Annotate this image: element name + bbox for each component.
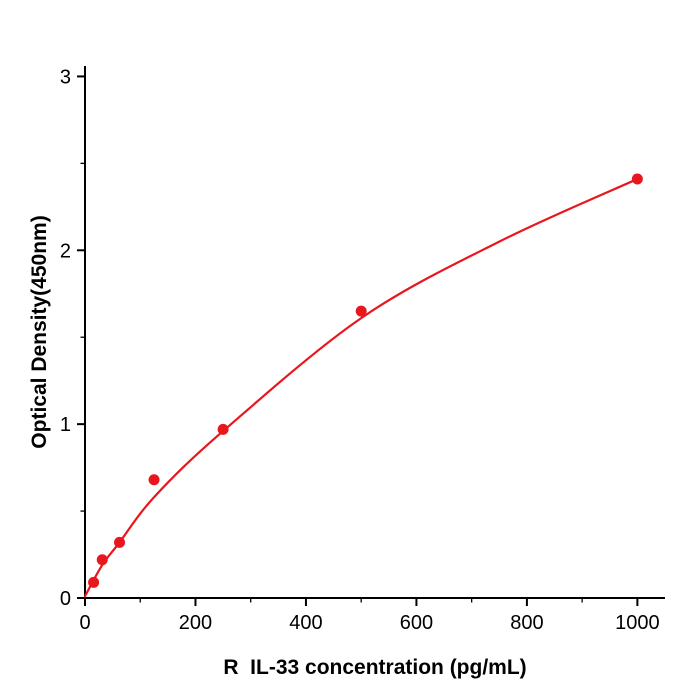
x-tick-label: 400 — [289, 612, 322, 634]
x-tick-label: 600 — [400, 612, 433, 634]
data-point — [148, 474, 160, 486]
fit-curve — [83, 177, 639, 598]
x-axis-title: R IL-33 concentration (pg/mL) — [223, 656, 527, 679]
y-tick-label: 1 — [60, 414, 71, 436]
axes — [84, 66, 665, 599]
x-tick-label: 200 — [179, 612, 212, 634]
data-point — [96, 554, 108, 566]
y-axis-title: Optical Density(450nm) — [28, 215, 51, 449]
y-axis: 0 1 2 3 — [60, 66, 85, 610]
y-tick-label: 2 — [60, 240, 71, 262]
y-tick-label: 0 — [60, 588, 71, 610]
data-point — [355, 305, 367, 317]
data-point — [114, 536, 126, 548]
x-tick-label: 1000 — [615, 612, 660, 634]
trend-line — [83, 177, 639, 598]
data-point — [217, 423, 229, 435]
x-tick-label: 800 — [510, 612, 543, 634]
data-point — [88, 576, 100, 588]
x-tick-label: 0 — [79, 612, 90, 634]
data-points — [88, 173, 643, 588]
x-axis: 0 200 400 600 800 1000 — [79, 598, 660, 634]
y-tick-label: 3 — [60, 66, 71, 88]
data-point — [631, 173, 643, 185]
